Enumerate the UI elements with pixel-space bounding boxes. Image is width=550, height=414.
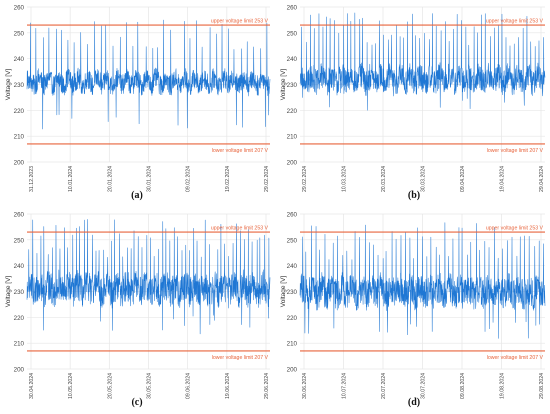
upper-limit-label: upper voltage limit 253 V: [486, 19, 544, 25]
y-tick-label: 260: [287, 5, 298, 12]
chart-svg-c: 200 210 220 230 240 250 260 30.04.2024 10.05.202…: [5, 212, 271, 399]
x-tick-label: 20.05.2024: [107, 373, 113, 399]
y-tick-label: 230: [14, 289, 25, 296]
chart-panel-c: 200 210 220 230 240 250 260 30.04.2024 10.05.202…: [0, 207, 275, 414]
y-tick-label: 240: [287, 263, 298, 270]
x-tick-label: 30.05.2024: [147, 373, 153, 399]
y-axis-label: Voltage [V]: [280, 69, 287, 101]
y-tick-label: 250: [287, 237, 298, 244]
x-tick-label: 31.12.2023: [29, 166, 35, 192]
upper-limit-label: upper voltage limit 253 V: [211, 226, 269, 232]
y-tick-label: 200: [14, 160, 25, 167]
x-tick-label: 19.02.2024: [225, 166, 231, 192]
y-axis-label: Voltage [V]: [5, 276, 12, 308]
y-tick-label: 220: [14, 108, 25, 115]
x-tick-label: 09.02.2024: [186, 166, 192, 192]
x-tick-label: 19.04.2024: [500, 166, 506, 192]
x-tick-label: 10.03.2024: [342, 166, 348, 192]
y-tick-label: 240: [14, 56, 25, 63]
voltage-series-line: [26, 219, 271, 335]
x-tick-label: 10.01.2024: [68, 166, 74, 192]
y-tick-label: 260: [14, 212, 25, 219]
y-tick-label: 240: [14, 263, 25, 270]
chart-panel-b: 200 210 220 230 240 250 260 29.02.2024 10.03.202…: [275, 0, 550, 207]
voltage-series-line: [26, 19, 271, 130]
y-tick-label: 260: [14, 5, 25, 12]
y-tick-label: 210: [287, 341, 298, 348]
chart-svg-d: 200 210 220 230 240 250 260 30.06.2024 10.07.202…: [280, 212, 546, 399]
y-tick-label: 260: [287, 212, 298, 219]
x-tick-label: 20.01.2024: [107, 166, 113, 192]
chart-panel-d: 200 210 220 230 240 250 260 30.06.2024 10.07.202…: [275, 207, 550, 414]
y-tick-label: 250: [14, 237, 25, 244]
y-tick-label: 220: [287, 315, 298, 322]
x-tick-label: 09.08.2024: [460, 373, 466, 399]
upper-limit-label: upper voltage limit 253 V: [486, 226, 544, 232]
panel-caption-c: (c): [131, 397, 143, 408]
x-tick-label: 29.02.2024: [264, 166, 270, 192]
x-tick-label: 29.02.2024: [302, 166, 308, 192]
y-tick-label: 200: [287, 367, 298, 374]
y-tick-label: 220: [14, 315, 25, 322]
y-tick-label: 240: [287, 56, 298, 63]
lower-limit-label: lower voltage limit 207 V: [212, 355, 269, 361]
y-tick-label: 200: [14, 367, 25, 374]
y-tick-label: 230: [287, 82, 298, 89]
lower-limit-label: lower voltage limit 207 V: [212, 148, 269, 154]
panel-caption-a: (a): [131, 190, 143, 201]
y-tick-label: 230: [287, 289, 298, 296]
x-tick-label: 30.07.2024: [421, 373, 427, 399]
panel-caption-d: (d): [407, 397, 421, 408]
x-tick-label: 20.07.2024: [381, 373, 387, 399]
chart-panel-a: 200 210 220 230 240 250 260 31.12.2023 10.01.202…: [0, 0, 275, 207]
y-tick-label: 210: [14, 134, 25, 141]
x-tick-label: 09.04.2024: [460, 166, 466, 192]
lower-limit-label: lower voltage limit 207 V: [487, 148, 544, 154]
x-tick-label: 30.01.2024: [147, 166, 153, 192]
lower-limit-label: lower voltage limit 207 V: [487, 355, 544, 361]
x-tick-label: 29.04.2024: [539, 166, 545, 192]
x-tick-label: 30.04.2024: [29, 373, 35, 399]
y-axis-label: Voltage [V]: [280, 276, 287, 308]
chart-svg-b: 200 210 220 230 240 250 260 29.02.2024 10.03.202…: [280, 5, 546, 192]
y-tick-label: 250: [14, 30, 25, 37]
y-tick-label: 220: [287, 108, 298, 115]
y-axis-label: Voltage [V]: [5, 69, 12, 101]
y-tick-label: 230: [14, 82, 25, 89]
x-tick-label: 19.08.2024: [500, 373, 506, 399]
voltage-series-line: [299, 12, 546, 111]
x-tick-label: 19.06.2024: [225, 373, 231, 399]
x-tick-label: 10.07.2024: [342, 373, 348, 399]
voltage-series-line: [299, 222, 546, 339]
x-tick-label: 09.06.2024: [186, 373, 192, 399]
upper-limit-label: upper voltage limit 253 V: [211, 19, 269, 25]
y-tick-label: 250: [287, 30, 298, 37]
x-tick-label: 10.05.2024: [68, 373, 74, 399]
y-tick-label: 210: [287, 134, 298, 141]
x-tick-label: 30.03.2024: [421, 166, 427, 192]
x-tick-label: 29.06.2024: [264, 373, 270, 399]
chart-svg-a: 200 210 220 230 240 250 260 31.12.2023 10.01.202…: [5, 5, 271, 192]
x-tick-label: 30.06.2024: [302, 373, 308, 399]
y-tick-label: 210: [14, 341, 25, 348]
x-tick-label: 29.08.2024: [539, 373, 545, 399]
y-tick-label: 200: [287, 160, 298, 167]
panel-caption-b: (b): [407, 190, 421, 201]
x-tick-label: 20.03.2024: [381, 166, 387, 192]
